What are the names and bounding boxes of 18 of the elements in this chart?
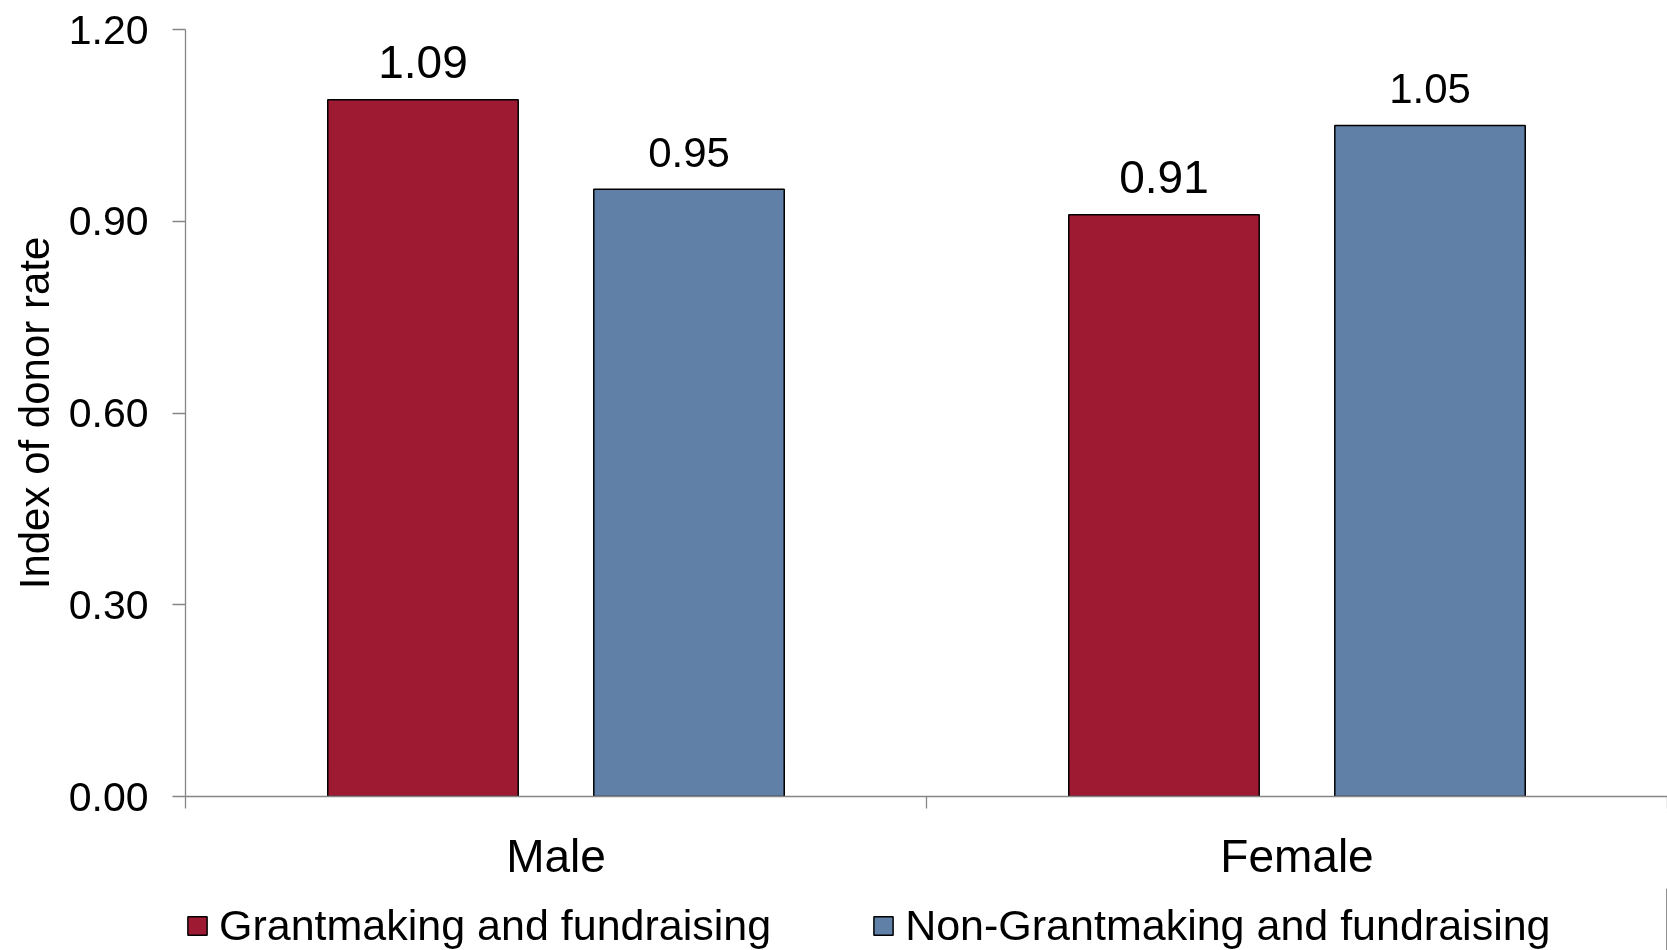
- bar: [1068, 214, 1260, 797]
- data-label: 1.05: [1389, 65, 1471, 113]
- y-axis-title: Index of donor rate: [10, 236, 58, 590]
- x-tick-label: Female: [1220, 829, 1374, 882]
- bar: [327, 99, 519, 797]
- legend-label: Non-Grantmaking and fundraising: [905, 901, 1551, 950]
- y-tick-label: 0.60: [68, 390, 149, 436]
- y-tick-label: 0.90: [68, 198, 149, 245]
- data-label: 1.09: [378, 35, 468, 88]
- bar: [593, 188, 785, 797]
- y-tick-label: 1.20: [68, 6, 149, 53]
- legend-label: Grantmaking and fundraising: [219, 901, 772, 950]
- data-label: 0.91: [1119, 150, 1209, 203]
- y-tick-label: 0.00: [68, 773, 149, 820]
- bar: [1334, 124, 1526, 797]
- data-label: 0.95: [648, 129, 730, 177]
- x-tick-label: Male: [506, 829, 606, 882]
- y-tick-label: 0.30: [68, 581, 149, 628]
